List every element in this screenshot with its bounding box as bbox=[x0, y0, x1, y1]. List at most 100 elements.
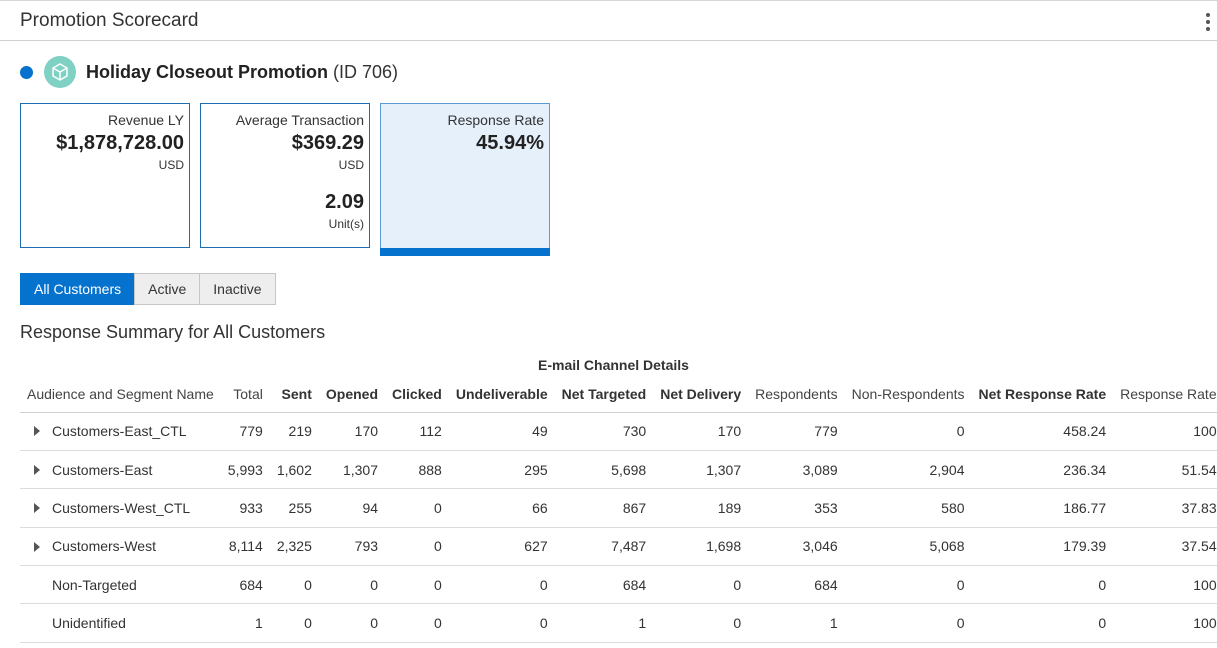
status-dot bbox=[20, 65, 33, 79]
table-cell: 100 bbox=[1113, 412, 1217, 451]
table-cell: 170 bbox=[318, 412, 386, 451]
table-cell: 0 bbox=[385, 488, 449, 528]
card-label: Revenue LY bbox=[107, 112, 184, 128]
table-cell: 867 bbox=[554, 488, 654, 528]
table-cell: 1 bbox=[748, 603, 845, 643]
table-cell: 0 bbox=[971, 603, 1114, 643]
table-cell: 0 bbox=[653, 603, 749, 643]
table-cell: 5,068 bbox=[844, 527, 972, 567]
table-cell: 49 bbox=[448, 412, 555, 451]
table-cell: 779 bbox=[220, 412, 270, 451]
table-cell: 0 bbox=[385, 603, 449, 643]
table-cell: 0 bbox=[844, 565, 972, 605]
column-header[interactable]: Response Rate bbox=[1113, 376, 1217, 413]
card-unit: USD bbox=[338, 158, 364, 172]
table-cell: 779 bbox=[748, 412, 845, 451]
table-cell: 2,325 bbox=[269, 527, 319, 567]
table-cell: 0 bbox=[653, 565, 749, 605]
metric-card-average-transaction[interactable]: Average Transaction $369.29 USD 2.09 Uni… bbox=[200, 103, 370, 248]
table-row[interactable]: Customers-East_CTL 779 219 170 112 49 73… bbox=[20, 412, 1217, 451]
kebab-vertical-icon[interactable] bbox=[1205, 13, 1211, 31]
card-secondary-unit: Unit(s) bbox=[328, 217, 364, 231]
card-value: $1,878,728.00 bbox=[56, 132, 184, 154]
table-cell: 353 bbox=[748, 488, 845, 528]
column-group-header: E-mail Channel Details bbox=[538, 357, 689, 373]
table-cell: 37.83 bbox=[1113, 488, 1217, 528]
table-cell: 51.54 bbox=[1113, 450, 1217, 490]
table-cell: 2,904 bbox=[844, 450, 972, 490]
table-cell: 5,993 bbox=[220, 450, 270, 490]
table-cell: 684 bbox=[748, 565, 845, 605]
table-cell: 0 bbox=[971, 565, 1114, 605]
section-title: Response Summary for All Customers bbox=[20, 322, 326, 342]
table-cell: 8,114 bbox=[220, 527, 270, 567]
table-cell: 5,698 bbox=[554, 450, 654, 490]
table-cell: 1 bbox=[554, 603, 654, 643]
column-header[interactable]: Net Response Rate bbox=[971, 376, 1114, 413]
card-label: Response Rate bbox=[447, 112, 544, 128]
toggle-all-customers[interactable]: All Customers bbox=[20, 273, 136, 305]
table-cell: 1,602 bbox=[269, 450, 319, 490]
table-cell: 684 bbox=[220, 565, 270, 605]
column-header[interactable]: Net Delivery bbox=[653, 376, 749, 413]
segment-name: Customers-East bbox=[52, 461, 153, 478]
column-header[interactable]: Audience and Segment Name bbox=[20, 376, 221, 413]
table-cell: 580 bbox=[844, 488, 972, 528]
metric-card-revenue-ly[interactable]: Revenue LY $1,878,728.00 USD bbox=[20, 103, 190, 248]
table-cell: 100 bbox=[1113, 603, 1217, 643]
table-cell: 627 bbox=[448, 527, 555, 567]
table-cell: 1,698 bbox=[653, 527, 749, 567]
expand-row-icon[interactable] bbox=[34, 503, 40, 514]
table-cell: 219 bbox=[269, 412, 319, 451]
table-cell: 100 bbox=[1113, 565, 1217, 605]
table-cell: 179.39 bbox=[971, 527, 1114, 567]
table-cell: 0 bbox=[269, 603, 319, 643]
table-cell: 7,487 bbox=[554, 527, 654, 567]
table-cell: 793 bbox=[318, 527, 386, 567]
table-cell: 255 bbox=[269, 488, 319, 528]
table-row[interactable]: Customers-West 8,114 2,325 793 0 627 7,4… bbox=[20, 527, 1217, 567]
table-cell: 0 bbox=[844, 603, 972, 643]
table-cell: 730 bbox=[554, 412, 654, 451]
column-header[interactable]: Respondents bbox=[748, 376, 845, 413]
table-cell: 3,089 bbox=[748, 450, 845, 490]
column-header[interactable]: Undeliverable bbox=[448, 376, 555, 413]
metric-card-response-rate[interactable]: Response Rate 45.94% bbox=[380, 103, 550, 256]
column-header[interactable]: Opened bbox=[318, 376, 386, 413]
table-cell: 0 bbox=[385, 565, 449, 605]
response-summary-table: Audience and Segment Name Total Sent Ope… bbox=[20, 376, 1217, 643]
column-header[interactable]: Clicked bbox=[385, 376, 449, 413]
table-row[interactable]: Customers-East 5,993 1,602 1,307 888 295… bbox=[20, 450, 1217, 490]
expand-row-icon[interactable] bbox=[34, 426, 40, 437]
toggle-active[interactable]: Active bbox=[134, 273, 201, 305]
column-header[interactable]: Sent bbox=[269, 376, 319, 413]
table-cell: 186.77 bbox=[971, 488, 1114, 528]
expand-row-icon[interactable] bbox=[34, 464, 40, 475]
column-header[interactable]: Total bbox=[220, 376, 270, 413]
card-value: 45.94% bbox=[476, 132, 544, 154]
card-label: Average Transaction bbox=[235, 112, 364, 128]
toggle-inactive[interactable]: Inactive bbox=[199, 273, 276, 305]
card-value: $369.29 bbox=[291, 132, 364, 154]
table-cell: 0 bbox=[448, 565, 555, 605]
table-row[interactable]: Customers-West_CTL 933 255 94 0 66 867 1… bbox=[20, 488, 1217, 528]
column-header[interactable]: Net Targeted bbox=[554, 376, 654, 413]
selected-indicator bbox=[380, 248, 550, 256]
table-cell: 189 bbox=[653, 488, 749, 528]
table-cell: 0 bbox=[448, 603, 555, 643]
table-cell: 94 bbox=[318, 488, 386, 528]
page-header: Promotion Scorecard bbox=[0, 0, 1217, 41]
customer-filter-toggle: All Customers Active Inactive bbox=[20, 273, 276, 305]
expand-row-icon[interactable] bbox=[34, 541, 40, 552]
table-row[interactable]: Unidentified 1 0 0 0 0 1 0 1 0 0 100 bbox=[20, 603, 1217, 643]
metric-cards: Revenue LY $1,878,728.00 USD Average Tra… bbox=[20, 103, 550, 256]
table-cell: 66 bbox=[448, 488, 555, 528]
table-cell: 1,307 bbox=[653, 450, 749, 490]
table-cell: 0 bbox=[844, 412, 972, 451]
card-unit: USD bbox=[158, 158, 184, 172]
promotion-heading: Holiday Closeout Promotion (ID 706) bbox=[20, 56, 398, 88]
page-title: Promotion Scorecard bbox=[20, 10, 199, 31]
table-row[interactable]: Non-Targeted 684 0 0 0 0 684 0 684 0 0 1… bbox=[20, 565, 1217, 605]
column-header[interactable]: Non-Respondents bbox=[844, 376, 972, 413]
table-cell: 3,046 bbox=[748, 527, 845, 567]
